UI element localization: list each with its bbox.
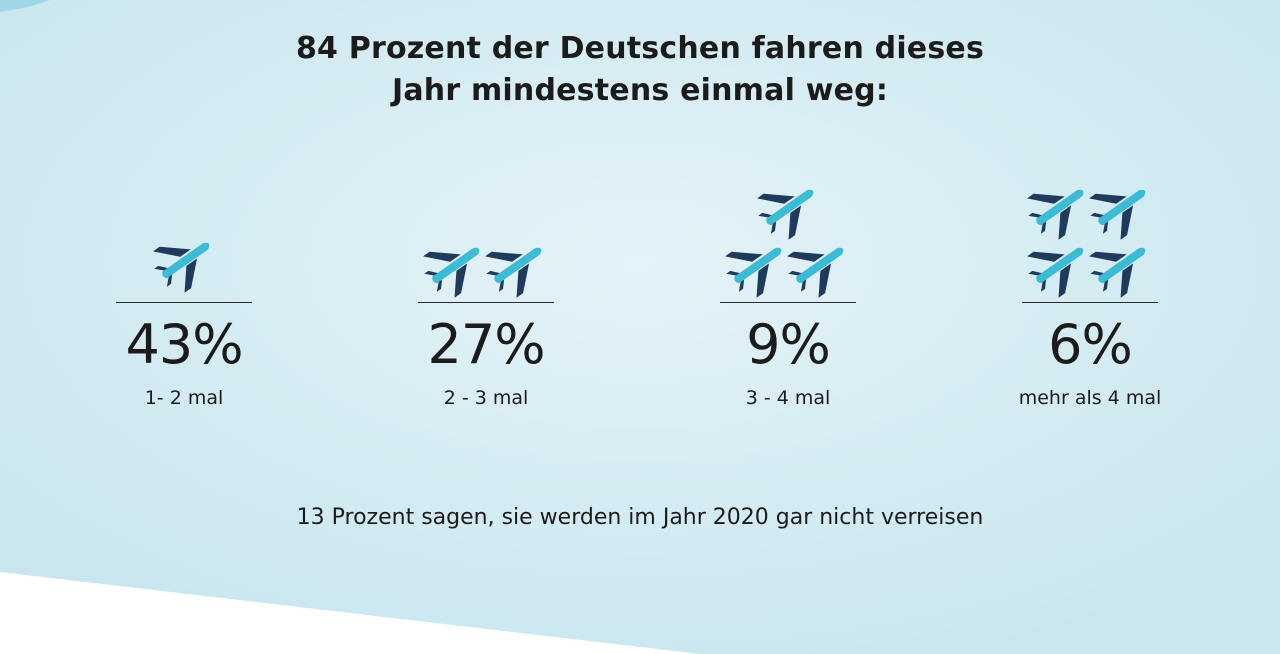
category-group-4: 6% mehr als 4 mal <box>990 170 1190 420</box>
separator-line <box>1022 302 1158 303</box>
airplane-icon <box>153 242 210 293</box>
separator-line <box>720 302 856 303</box>
category-label: 1- 2 mal <box>144 387 224 409</box>
plane-icons <box>153 242 210 293</box>
airplane-icon <box>1089 189 1146 240</box>
separator-line <box>418 302 554 303</box>
plane-icons <box>725 189 844 298</box>
category-label: 3 - 4 mal <box>745 387 831 409</box>
airplane-icon <box>485 247 542 298</box>
plane-icons <box>1027 189 1146 298</box>
value-label: 6% <box>1048 313 1133 376</box>
category-group-3: 9% 3 - 4 mal <box>688 170 888 420</box>
airplane-icon <box>787 247 844 298</box>
chart-title: 84 Prozent der Deutschen fahren dieses J… <box>0 28 1280 112</box>
category-label: mehr als 4 mal <box>1018 387 1162 409</box>
separator-line <box>116 302 252 303</box>
airplane-icon <box>423 247 480 298</box>
value-label: 27% <box>427 313 545 376</box>
airplane-icon <box>1089 247 1146 298</box>
airplane-icon <box>1027 189 1084 240</box>
value-label: 43% <box>125 313 243 376</box>
airplane-icon <box>1027 247 1084 298</box>
chart-title-line-1: 84 Prozent der Deutschen fahren dieses <box>295 31 985 66</box>
value-label: 9% <box>746 313 831 376</box>
corner-accent <box>0 0 50 12</box>
category-group-1: 43% 1- 2 mal <box>84 170 284 420</box>
plane-icons <box>423 247 542 298</box>
category-label: 2 - 3 mal <box>443 387 529 409</box>
chart-title-line-2: Jahr mindestens einmal weg: <box>391 73 889 108</box>
airplane-icon <box>757 189 814 240</box>
category-group-2: 27% 2 - 3 mal <box>386 170 586 420</box>
airplane-icon <box>725 247 782 298</box>
footnote: 13 Prozent sagen, sie werden im Jahr 202… <box>296 505 984 530</box>
